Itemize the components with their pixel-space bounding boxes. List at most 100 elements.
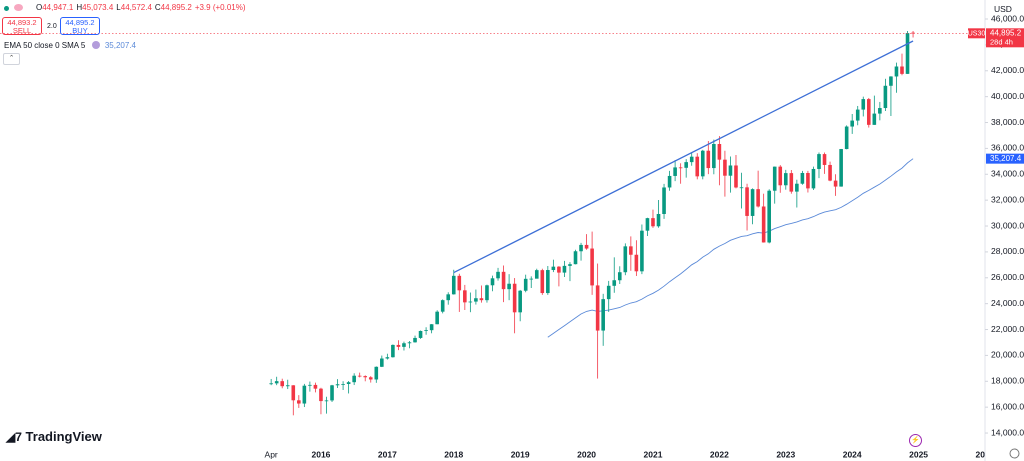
candle-body xyxy=(512,283,517,313)
currency[interactable]: USD xyxy=(994,4,1012,14)
candle-body xyxy=(424,330,428,331)
change: +3.9 (+0.01%) xyxy=(194,3,246,12)
indicator-name: EMA 50 close 0 SMA 5 xyxy=(4,41,86,50)
candle-body xyxy=(385,357,390,359)
candle-body xyxy=(274,381,279,384)
candle-body xyxy=(479,298,484,301)
ohlc-value: 44,572.4 xyxy=(120,3,152,12)
candle-body xyxy=(806,172,810,189)
ema-badge: 35,207.4 xyxy=(990,154,1022,163)
ohlc-value: 45,073.4 xyxy=(82,3,114,12)
candle-body xyxy=(629,246,633,255)
candle-body xyxy=(662,187,666,214)
candle-body xyxy=(291,385,296,401)
y-tick-label: 42,000.0 xyxy=(991,65,1024,75)
candle-body xyxy=(335,384,340,386)
candle-body xyxy=(451,275,456,295)
candle-body xyxy=(673,167,677,176)
candle-body xyxy=(413,337,417,343)
candle-body xyxy=(402,343,406,347)
candle-body xyxy=(440,300,445,312)
candle-body xyxy=(717,144,722,160)
x-tick-label: 2020 xyxy=(577,449,596,459)
indicator-value: 35,207.4 xyxy=(104,41,136,50)
sell-label: SELL xyxy=(12,26,32,35)
collapse-button[interactable]: ⌃ xyxy=(3,53,20,65)
candle-body xyxy=(617,272,622,281)
candle-body xyxy=(728,165,733,176)
candle-body xyxy=(435,311,439,325)
candle-body xyxy=(905,33,910,74)
alert-icon[interactable]: ⚡ xyxy=(909,434,922,447)
candle-body xyxy=(872,113,877,125)
ohlc-value: 44,947.1 xyxy=(42,3,74,12)
candle-body xyxy=(346,382,351,385)
candle-body xyxy=(490,278,495,286)
spread: 2.0 xyxy=(47,23,57,30)
candle-body xyxy=(878,108,882,114)
candle-body xyxy=(546,270,550,294)
candle-body xyxy=(324,400,329,402)
y-tick-label: 22,000.0 xyxy=(991,324,1024,334)
candle-body xyxy=(562,265,567,273)
candle-body xyxy=(695,156,700,177)
sell-price: 44,893.2 xyxy=(7,18,37,27)
candle-body xyxy=(391,344,395,358)
y-tick-label: 20,000.0 xyxy=(991,350,1024,360)
candle-body xyxy=(523,278,528,291)
candle-body xyxy=(667,175,672,188)
candle-body xyxy=(446,294,451,301)
x-tick-label: 2022 xyxy=(710,449,729,459)
candle-body xyxy=(689,156,694,163)
candle-body xyxy=(363,376,368,378)
y-tick-label: 30,000.0 xyxy=(991,220,1024,230)
settings-button xyxy=(1009,448,1020,459)
candle-body xyxy=(772,166,777,191)
candle-body xyxy=(911,32,915,34)
candle-body xyxy=(368,377,373,380)
ohlc-key: O xyxy=(36,3,43,12)
y-tick-label: 38,000.0 xyxy=(991,117,1024,127)
x-tick-label: 2021 xyxy=(644,449,663,459)
candle-body xyxy=(889,76,893,86)
x-tick-label: Apr xyxy=(265,449,278,459)
candle-body xyxy=(357,375,362,377)
indicator-legend[interactable]: EMA 50 close 0 SMA 5 35,207.4 xyxy=(4,41,136,50)
candle-body xyxy=(529,278,534,280)
candle-body xyxy=(745,187,749,216)
candle-body xyxy=(651,218,655,227)
candle-body xyxy=(468,301,473,303)
candle-body xyxy=(352,375,356,383)
price-badge-bg xyxy=(986,28,1024,48)
sell-button[interactable]: 44,893.2 SELL xyxy=(2,17,42,35)
candle-body xyxy=(374,366,379,380)
candle-body xyxy=(767,190,771,243)
candle-body xyxy=(900,66,904,74)
ohlc-key: H xyxy=(76,3,83,12)
time-axis xyxy=(0,443,1024,461)
candle-body xyxy=(308,384,312,386)
candle-body xyxy=(285,385,290,387)
candle-body xyxy=(297,400,301,404)
y-tick-label: 18,000.0 xyxy=(991,376,1024,386)
y-tick-label: 36,000.0 xyxy=(991,143,1024,153)
buy-button[interactable]: 44,895.2 BUY xyxy=(60,17,100,35)
y-tick-label: 24,000.0 xyxy=(991,298,1024,308)
candle-body xyxy=(811,168,816,189)
candle-body xyxy=(429,324,434,331)
candle-body xyxy=(795,183,799,192)
candle-body xyxy=(778,166,783,186)
buy-label: BUY xyxy=(72,26,88,35)
ohlc-key: L xyxy=(116,3,121,12)
candle-body xyxy=(800,172,805,184)
x-tick-label: 2025 xyxy=(909,449,928,459)
x-tick-label: 2018 xyxy=(444,449,463,459)
candle-body xyxy=(833,180,838,187)
brand-logo: ◢7 TradingView xyxy=(6,429,102,444)
buy-price: 44,895.2 xyxy=(65,18,95,27)
ohlc-legend: O44,947.1 H45,073.4 L44,572.4 C44,895.2 +3.9… xyxy=(36,3,246,12)
candle-body xyxy=(844,126,849,150)
candle-body xyxy=(706,150,711,169)
